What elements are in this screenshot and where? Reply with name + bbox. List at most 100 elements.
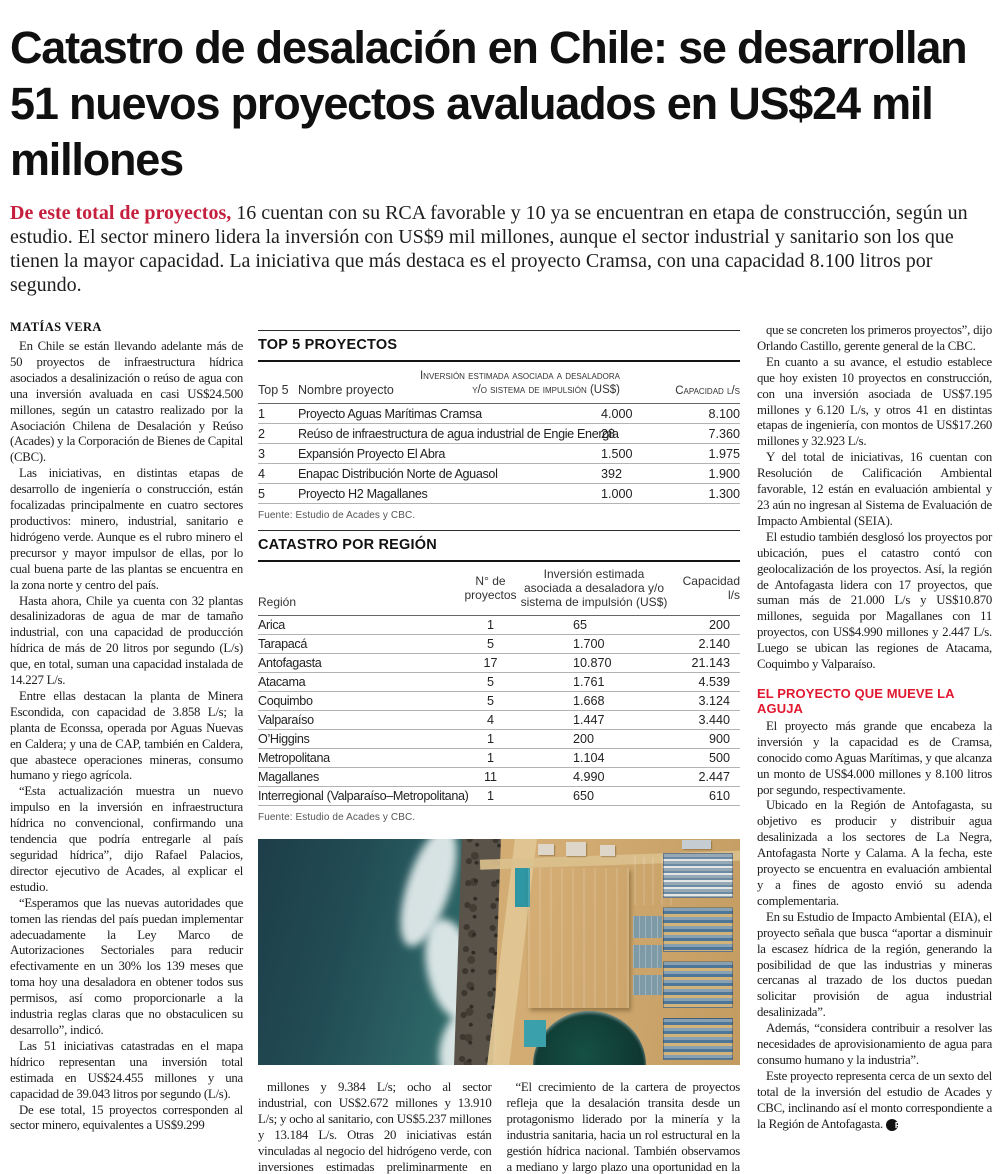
region-table-rows: Arica 1 65 200 Tarapacá 5 1.700 2.140 An… <box>258 616 740 806</box>
table-row: 1 Proyecto Aguas Marítimas Cramsa 4.000 … <box>258 404 740 424</box>
paragraph: Las iniciativas, en distintas etapas de … <box>10 466 243 592</box>
divider <box>258 560 740 562</box>
paragraph: En Chile se están llevando adelante más … <box>10 339 243 465</box>
filter-rack-rows <box>662 852 734 898</box>
table-cell: 1.000 <box>601 486 633 501</box>
table-row: Interregional (Valparaíso–Metropolitana)… <box>258 787 740 806</box>
table-cell: Expansión Proyecto El Abra <box>298 446 446 461</box>
top5-table-rows: 1 Proyecto Aguas Marítimas Cramsa 4.000 … <box>258 404 740 504</box>
paragraph: El estudio también desglosó los proyecto… <box>757 529 992 672</box>
table-cell: 5 <box>486 675 494 689</box>
table-cell: Tarapacá <box>258 637 308 651</box>
paragraph: De ese total, 15 proyectos corresponden … <box>10 1102 243 1133</box>
table-cell: Antofagasta <box>258 656 322 670</box>
middle-bottom-column-a: millones y 9.384 L/s; ocho al sector ind… <box>258 1080 492 1174</box>
middle-bottom-column-b: “El crecimiento de la cartera de proyect… <box>507 1080 741 1174</box>
main-plant-building <box>527 868 630 1009</box>
table-source: Fuente: Estudio de Acades y CBC. <box>258 812 416 823</box>
aerial-photo <box>258 839 740 1065</box>
byline: MATÍAS VERA <box>10 320 102 334</box>
storage-pond <box>532 1010 646 1065</box>
paragraph: En cuanto a su avance, el estudio establ… <box>757 354 992 449</box>
column-header: Inversión estimada asociada a desaladora… <box>419 370 620 396</box>
right-column-top: que se concreten los primeros proyectos”… <box>757 323 992 673</box>
column-header: Top 5 <box>258 383 289 397</box>
filter-rack-rows <box>662 1017 734 1061</box>
table-cell: 4 <box>486 713 494 727</box>
top5-table-header: Top 5 Nombre proyecto Inversión estimada… <box>258 362 740 404</box>
table-cell: Interregional (Valparaíso–Metropolitana) <box>258 789 469 803</box>
lede: De este total de proyectos, 16 cuentan c… <box>10 201 980 297</box>
paragraph: Las 51 iniciativas catastradas en el map… <box>10 1038 243 1101</box>
end-mark: P <box>885 1118 901 1131</box>
paragraph: Hasta ahora, Chile ya cuenta con 32 plan… <box>10 593 243 688</box>
table-cell: 200 <box>573 732 595 746</box>
table-cell: 1 <box>486 618 494 632</box>
table-row: 3 Expansión Proyecto El Abra 1.500 1.975 <box>258 444 740 464</box>
table-row: Magallanes 11 4.990 2.447 <box>258 768 740 787</box>
plant-structure <box>537 843 554 855</box>
right-column: que se concreten los primeros proyectos”… <box>757 323 992 1133</box>
paragraph: Ubicado en la Región de Antofagasta, su … <box>757 798 992 908</box>
table-source: Fuente: Estudio de Acades y CBC. <box>258 510 416 521</box>
table-cell: 17 <box>483 656 498 670</box>
region-table-title: CATASTRO POR REGIÓN <box>258 537 437 553</box>
equipment-shed <box>524 1019 547 1047</box>
paragraph: Y del total de iniciativas, 16 cuentan c… <box>757 450 992 528</box>
column-header: N° de proyectos <box>464 574 517 602</box>
table-cell: 1.900 <box>708 466 740 481</box>
table-cell: 1 <box>486 732 494 746</box>
table-cell: 1.300 <box>708 486 740 501</box>
paragraph: millones y 9.384 L/s; ocho al sector ind… <box>258 1080 492 1174</box>
plant-structure <box>600 844 615 856</box>
equipment-shed <box>632 915 662 939</box>
filter-rack-rows <box>662 906 734 952</box>
paragraph: En su Estudio de Impacto Ambiental (EIA)… <box>757 909 992 1020</box>
table-cell: 1.700 <box>573 637 605 651</box>
paragraph: que se concreten los primeros proyectos”… <box>757 323 992 353</box>
closing-paragraph: Este proyecto representa cerca de un sex… <box>757 1069 992 1133</box>
column-header: Región <box>258 595 297 609</box>
table-cell: 65 <box>573 618 588 632</box>
table-cell: Reúso de infraestructura de agua industr… <box>298 426 619 441</box>
filter-rack-rows <box>662 961 734 1009</box>
table-row: Metropolitana 1 1.104 500 <box>258 749 740 768</box>
table-cell: 500 <box>708 751 730 765</box>
table-cell: 1.975 <box>708 446 740 461</box>
table-row: Arica 1 65 200 <box>258 616 740 635</box>
table-cell: 1.500 <box>601 446 633 461</box>
lede-text: 16 cuentan con su RCA favorable y 10 ya … <box>10 202 968 296</box>
table-cell: 1.447 <box>573 713 605 727</box>
column-header: Nombre proyecto <box>298 383 394 397</box>
table-cell: 5 <box>486 637 494 651</box>
table-cell: 3.124 <box>698 694 730 708</box>
table-cell: 392 <box>601 466 623 481</box>
table-cell: 5 <box>486 694 494 708</box>
table-cell: 8.100 <box>708 406 740 421</box>
table-row: Tarapacá 5 1.700 2.140 <box>258 635 740 654</box>
equipment-shed <box>632 945 662 968</box>
table-cell: Atacama <box>258 675 306 689</box>
paragraph: “Esperamos que las nuevas autoridades qu… <box>10 895 243 1037</box>
top5-table-title: TOP 5 PROYECTOS <box>258 337 398 353</box>
table-cell: O’Higgins <box>258 732 310 746</box>
table-cell: 1 <box>486 789 494 803</box>
table-row: Valparaíso 4 1.447 3.440 <box>258 711 740 730</box>
table-cell: 3 <box>258 446 266 461</box>
table-cell: 650 <box>573 789 595 803</box>
section-subhead: EL PROYECTO QUE MUEVE LA AGUJA <box>757 685 955 716</box>
middle-column: TOP 5 PROYECTOS Top 5 Nombre proyecto In… <box>258 330 740 1174</box>
table-cell: 610 <box>708 789 730 803</box>
lede-lead-in: De este total de proyectos, <box>10 202 232 224</box>
table-row: 2 Reúso de infraestructura de agua indus… <box>258 424 740 444</box>
table-cell: 2.140 <box>698 637 730 651</box>
table-cell: Magallanes <box>258 770 319 784</box>
table-cell: 900 <box>708 732 730 746</box>
paragraph: Además, “considera contribuir a resolver… <box>757 1021 992 1067</box>
region-table: CATASTRO POR REGIÓN Región N° de proyect… <box>258 530 740 832</box>
table-row: 5 Proyecto H2 Magallanes 1.000 1.300 <box>258 484 740 504</box>
table-cell: 4.990 <box>573 770 605 784</box>
equipment-shed <box>632 974 662 995</box>
table-cell: Valparaíso <box>258 713 314 727</box>
